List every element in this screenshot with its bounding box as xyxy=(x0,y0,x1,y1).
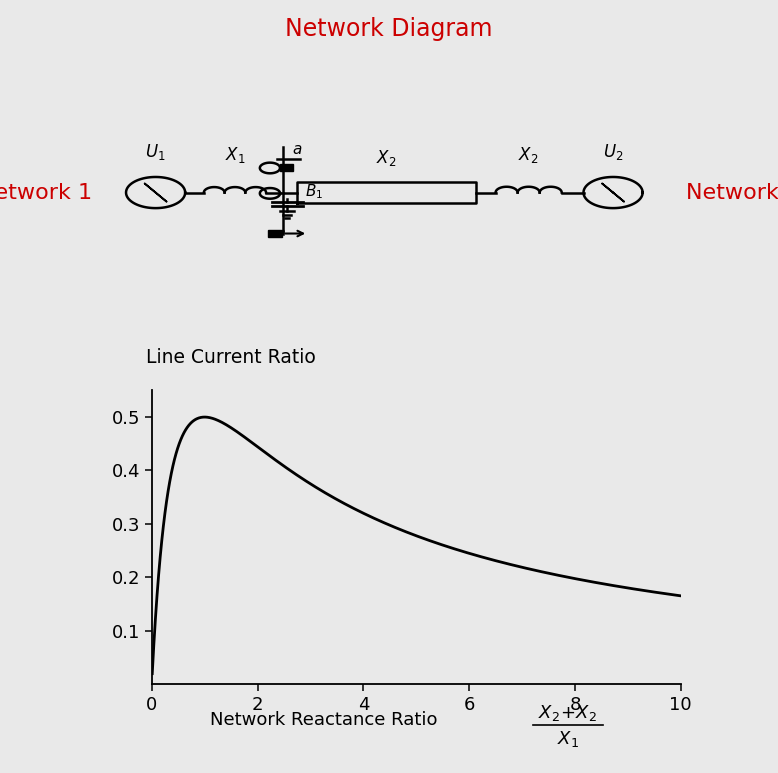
Text: Network 2: Network 2 xyxy=(686,182,778,203)
Text: $X_2$: $X_2$ xyxy=(377,148,397,168)
Polygon shape xyxy=(268,230,282,237)
Text: $X_2$: $X_2$ xyxy=(518,145,539,165)
Text: $X_1$: $X_1$ xyxy=(225,145,245,165)
Text: $U_1$: $U_1$ xyxy=(145,141,166,162)
Text: Line Current Ratio: Line Current Ratio xyxy=(146,348,316,367)
Polygon shape xyxy=(280,165,293,172)
Text: Network Diagram: Network Diagram xyxy=(286,17,492,41)
Text: Network Reactance Ratio: Network Reactance Ratio xyxy=(210,711,437,730)
Text: $B_1$: $B_1$ xyxy=(305,182,323,202)
Text: Network 1: Network 1 xyxy=(0,182,92,203)
Text: $X_2\!+\!X_2$: $X_2\!+\!X_2$ xyxy=(538,703,598,723)
Text: $U_2$: $U_2$ xyxy=(603,141,623,162)
Text: $X_1$: $X_1$ xyxy=(557,729,579,749)
Text: $a$: $a$ xyxy=(292,142,303,157)
